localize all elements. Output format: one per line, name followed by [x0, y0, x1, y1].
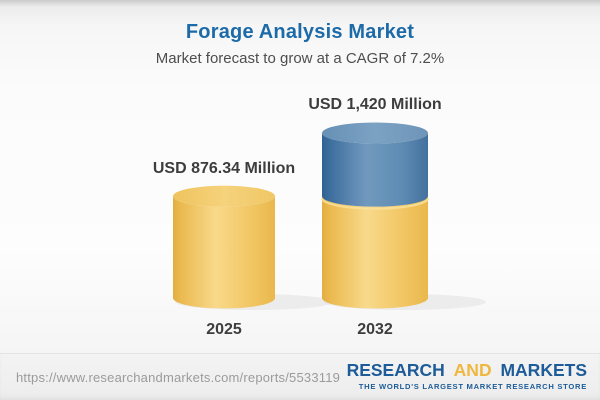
header: Forage Analysis Market Market forecast t… — [0, 21, 600, 67]
report-url: https://www.researchandmarkets.com/repor… — [16, 370, 341, 385]
value-label-2025: USD 876.34 Million — [152, 160, 296, 177]
value-label-2032: USD 1,420 Million — [308, 96, 442, 113]
category-label-2032: 2032 — [357, 321, 393, 338]
chart-subtitle: Market forecast to grow at a CAGR of 7.2… — [155, 50, 445, 67]
logo-word-research: RESEARCH — [346, 360, 445, 380]
cylinder-2025 — [173, 185, 333, 310]
logo-word-markets: MARKETS — [500, 360, 587, 380]
footer: https://www.researchandmarkets.com/repor… — [0, 353, 600, 400]
logo-tagline: THE WORLD'S LARGEST MARKET RESEARCH STOR… — [358, 382, 587, 391]
category-label-2025: 2025 — [206, 321, 242, 338]
segment-junction-highlight — [320, 197, 430, 210]
research-and-markets-logo: RESEARCH AND MARKETS THE WORLD'S LARGEST… — [347, 361, 587, 392]
chart-title: Forage Analysis Market — [185, 21, 415, 43]
cylinder-2032 — [322, 122, 486, 310]
logo-word-and: AND — [453, 360, 492, 380]
logo-wordmark: RESEARCH AND MARKETS — [347, 361, 587, 380]
